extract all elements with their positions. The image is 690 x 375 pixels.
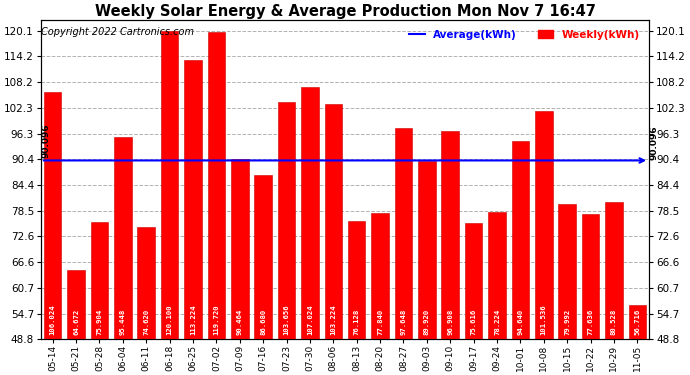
Bar (582, 214, 600, 339)
Text: 75.904: 75.904 (97, 309, 102, 335)
Bar (278, 102, 295, 339)
Text: 76.128: 76.128 (354, 309, 359, 335)
Bar (535, 111, 553, 339)
Text: 96.908: 96.908 (447, 309, 453, 335)
Text: 106.024: 106.024 (50, 304, 56, 335)
Text: 80.528: 80.528 (611, 309, 617, 335)
Bar (161, 31, 179, 339)
Bar (231, 159, 248, 339)
Bar (208, 32, 225, 339)
Bar (114, 137, 132, 339)
Text: 101.536: 101.536 (541, 304, 546, 335)
Bar (418, 161, 435, 339)
Bar (511, 141, 529, 339)
Bar (395, 128, 412, 339)
Text: 103.224: 103.224 (331, 304, 336, 335)
Bar (558, 204, 576, 339)
Bar (255, 175, 272, 339)
Text: 64.672: 64.672 (73, 309, 79, 335)
Bar (348, 221, 366, 339)
Text: 77.636: 77.636 (588, 309, 593, 335)
Text: 94.640: 94.640 (518, 309, 524, 335)
Bar (90, 222, 108, 339)
Bar (605, 202, 622, 339)
Text: 89.920: 89.920 (424, 309, 430, 335)
Text: 107.024: 107.024 (307, 304, 313, 335)
Bar (301, 87, 319, 339)
Text: 113.224: 113.224 (190, 304, 196, 335)
Text: 86.680: 86.680 (260, 309, 266, 335)
Text: 74.620: 74.620 (144, 309, 149, 335)
Text: 90.096: 90.096 (649, 126, 658, 160)
Text: 119.720: 119.720 (213, 304, 219, 335)
Bar (489, 212, 506, 339)
Text: 79.992: 79.992 (564, 309, 570, 335)
Text: 95.448: 95.448 (120, 309, 126, 335)
Bar (44, 92, 61, 339)
Bar (324, 104, 342, 339)
Text: 90.096: 90.096 (41, 124, 50, 158)
Bar (184, 60, 201, 339)
Text: 90.464: 90.464 (237, 309, 243, 335)
Bar (629, 305, 646, 339)
Bar (68, 270, 85, 339)
Legend: Average(kWh), Weekly(kWh): Average(kWh), Weekly(kWh) (405, 26, 644, 44)
Text: 97.648: 97.648 (400, 309, 406, 335)
Bar (371, 213, 389, 339)
Bar (442, 131, 459, 339)
Text: 103.656: 103.656 (284, 304, 290, 335)
Bar (137, 227, 155, 339)
Text: 77.840: 77.840 (377, 309, 383, 335)
Text: 78.224: 78.224 (494, 309, 500, 335)
Text: 56.716: 56.716 (634, 309, 640, 335)
Text: Copyright 2022 Cartronics.com: Copyright 2022 Cartronics.com (41, 27, 194, 37)
Title: Weekly Solar Energy & Average Production Mon Nov 7 16:47: Weekly Solar Energy & Average Production… (95, 4, 595, 19)
Bar (465, 223, 482, 339)
Text: 75.616: 75.616 (471, 309, 477, 335)
Text: 120.100: 120.100 (166, 304, 172, 335)
